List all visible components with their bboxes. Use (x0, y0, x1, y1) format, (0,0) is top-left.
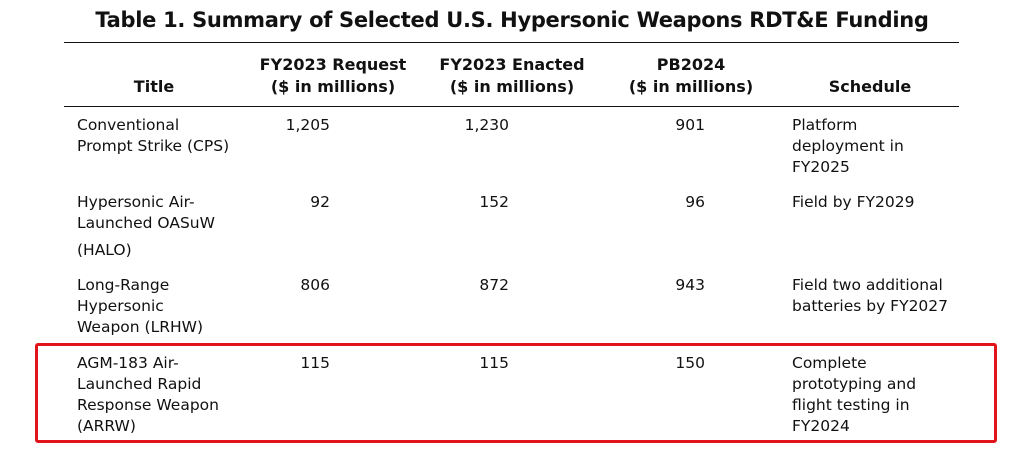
row-3-schedule-line: batteries by FY2027 (792, 297, 949, 315)
row-3-pb2024: 943 (675, 276, 705, 294)
header-rule (64, 106, 959, 107)
row-1-schedule: Platform deployment in FY2025 (792, 115, 904, 178)
row-4-enacted: 115 (479, 354, 509, 372)
row-3-title: Long-Range Hypersonic Weapon (LRHW) (77, 275, 203, 338)
header-request: FY2023 Request ($ in millions) (250, 54, 416, 98)
row-3-enacted: 872 (479, 276, 509, 294)
row-2-title-line: Hypersonic Air- (77, 193, 195, 211)
row-4-pb2024: 150 (675, 354, 705, 372)
header-pb2024-line2: ($ in millions) (628, 77, 754, 96)
row-1-schedule-line: Platform (792, 116, 858, 134)
row-4-title-line: Launched Rapid (77, 375, 202, 393)
row-4-title-line: Response Weapon (77, 396, 219, 414)
table-top-rule (64, 42, 959, 43)
row-3-title-line: Long-Range (77, 276, 170, 294)
row-3-schedule-line: Field two additional (792, 276, 943, 294)
header-enacted-line2: ($ in millions) (449, 77, 575, 96)
row-3-schedule: Field two additional batteries by FY2027 (792, 275, 948, 317)
header-schedule: Schedule (828, 77, 912, 96)
header-title: Title (133, 77, 175, 96)
header-enacted-line1: FY2023 Enacted (439, 55, 585, 74)
row-2-pb2024: 96 (685, 193, 705, 211)
row-3-request: 806 (300, 276, 330, 294)
row-4-schedule-line: Complete (792, 354, 867, 372)
row-2-title-line: Launched OASuW (77, 214, 215, 232)
row-2-schedule: Field by FY2029 (792, 192, 914, 213)
header-pb2024-line1: PB2024 (656, 55, 726, 74)
row-2-title-line: (HALO) (77, 241, 132, 259)
row-4-schedule-line: prototyping and (792, 375, 917, 393)
row-2-title: Hypersonic Air- Launched OASuW (HALO) (77, 192, 215, 261)
row-2-enacted: 152 (479, 193, 509, 211)
table-title: Table 1. Summary of Selected U.S. Hypers… (95, 8, 929, 32)
row-4-schedule-line: flight testing in (792, 396, 910, 414)
row-4-schedule: Complete prototyping and flight testing … (792, 353, 916, 437)
row-1-request: 1,205 (285, 116, 330, 134)
row-2-request: 92 (310, 193, 330, 211)
row-3-title-line: Hypersonic (77, 297, 164, 315)
row-1-title-line: Prompt Strike (CPS) (77, 137, 230, 155)
row-4-request: 115 (300, 354, 330, 372)
row-1-title-line: Conventional (77, 116, 180, 134)
header-enacted: FY2023 Enacted ($ in millions) (428, 54, 596, 98)
row-2-schedule-line: Field by FY2029 (792, 193, 915, 211)
row-4-title-line: AGM-183 Air- (77, 354, 179, 372)
row-1-schedule-line: deployment in (792, 137, 904, 155)
header-request-line1: FY2023 Request (259, 55, 407, 74)
header-pb2024: PB2024 ($ in millions) (612, 54, 770, 98)
row-4-title: AGM-183 Air- Launched Rapid Response Wea… (77, 353, 219, 437)
row-1-enacted: 1,230 (464, 116, 509, 134)
row-4-schedule-line: FY2024 (792, 417, 850, 435)
row-1-pb2024: 901 (675, 116, 705, 134)
header-request-line2: ($ in millions) (270, 77, 396, 96)
row-1-schedule-line: FY2025 (792, 158, 850, 176)
row-4-title-line: (ARRW) (77, 417, 136, 435)
row-1-title: Conventional Prompt Strike (CPS) (77, 115, 229, 157)
row-3-title-line: Weapon (LRHW) (77, 318, 204, 336)
